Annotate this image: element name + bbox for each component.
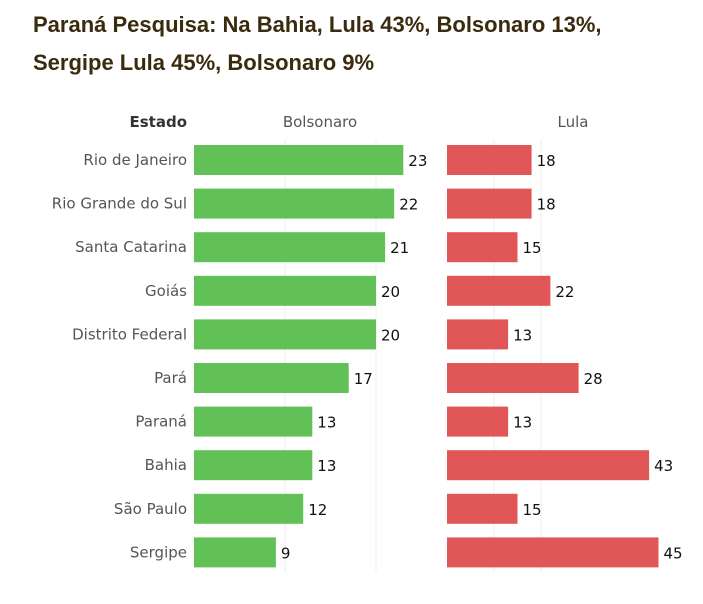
bar-bolsonaro	[194, 188, 395, 219]
bar-lula	[447, 363, 579, 393]
category-label: Sergipe	[130, 543, 187, 561]
bar-lula	[447, 188, 532, 219]
data-label: 21	[390, 239, 409, 257]
data-label: 43	[654, 457, 673, 475]
data-label: 18	[537, 196, 556, 214]
bar-lula	[447, 493, 518, 524]
data-label: 20	[381, 283, 400, 301]
bar-bolsonaro	[194, 275, 376, 306]
data-label: 13	[317, 414, 336, 432]
bar-lula	[447, 450, 650, 481]
category-label: Distrito Federal	[72, 325, 187, 343]
data-label: 22	[555, 283, 574, 301]
chart-title-line-2: Sergipe Lula 45%, Bolsonaro 9%	[33, 50, 375, 75]
bar-lula	[447, 319, 509, 350]
data-label: 15	[523, 501, 542, 519]
data-label: 13	[513, 414, 532, 432]
data-label: 20	[381, 326, 400, 344]
category-label: Santa Catarina	[75, 238, 187, 256]
data-label: 13	[317, 457, 336, 475]
bar-lula	[447, 537, 659, 568]
bar-bolsonaro	[194, 493, 304, 524]
bar-bolsonaro	[194, 537, 276, 568]
data-label: 15	[523, 239, 542, 257]
data-label: 17	[354, 370, 373, 388]
bar-bolsonaro	[194, 145, 404, 175]
data-label: 28	[584, 370, 603, 388]
bar-lula	[447, 275, 551, 306]
bar-bolsonaro	[194, 363, 349, 393]
data-label: 22	[399, 196, 418, 214]
bar-bolsonaro	[194, 319, 376, 350]
data-label: 12	[308, 501, 327, 519]
column-header-lula: Lula	[558, 113, 589, 131]
data-label: 18	[537, 152, 556, 170]
bar-lula	[447, 145, 532, 175]
category-label: Rio de Janeiro	[83, 151, 187, 169]
row-header: Estado	[129, 113, 187, 131]
chart-title-line-1: Paraná Pesquisa: Na Bahia, Lula 43%, Bol…	[33, 12, 602, 37]
category-label: Bahia	[145, 456, 187, 474]
category-label: Paraná	[135, 413, 187, 431]
data-label: 23	[408, 152, 427, 170]
bar-lula	[447, 406, 509, 437]
bar-bolsonaro	[194, 232, 386, 263]
category-label: Pará	[154, 369, 187, 387]
data-label: 13	[513, 326, 532, 344]
bar-bolsonaro	[194, 450, 313, 481]
bar-bolsonaro	[194, 406, 313, 437]
column-header-bolsonaro: Bolsonaro	[283, 113, 357, 131]
category-label: Rio Grande do Sul	[52, 195, 187, 213]
category-label: São Paulo	[114, 500, 187, 518]
category-label: Goiás	[145, 282, 187, 300]
data-label: 9	[281, 544, 291, 562]
data-label: 45	[664, 544, 683, 562]
bar-lula	[447, 232, 518, 263]
